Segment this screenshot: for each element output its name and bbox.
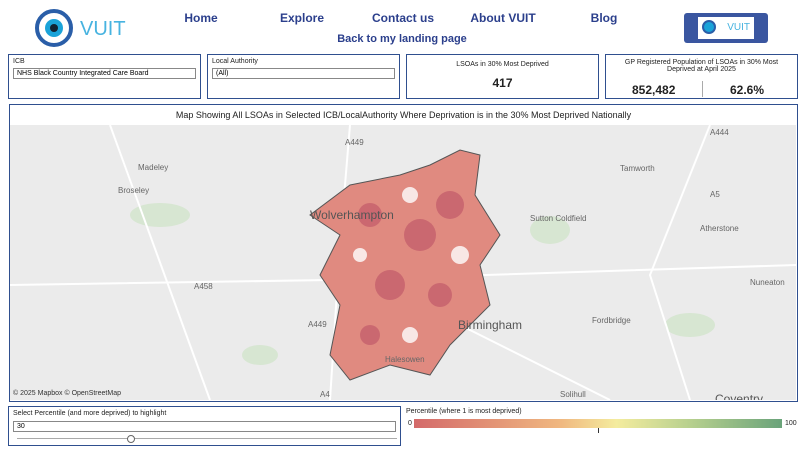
lsoa-kpi: LSOAs in 30% Most Deprived 417 bbox=[406, 54, 599, 99]
place-label: Birmingham bbox=[458, 318, 522, 332]
place-label: Atherstone bbox=[700, 224, 739, 233]
parks bbox=[130, 203, 715, 365]
place-label: A458 bbox=[194, 282, 213, 291]
non-deprived-areas bbox=[353, 187, 469, 343]
map-title: Map Showing All LSOAs in Selected ICB/Lo… bbox=[175, 110, 632, 120]
legend-bar bbox=[414, 419, 782, 428]
nav-link[interactable]: Contact us bbox=[371, 11, 435, 25]
map: A449 Madeley Broseley A458 A449 Wolverha… bbox=[10, 125, 796, 400]
nav-link[interactable]: Explore bbox=[279, 11, 325, 25]
nav-link[interactable]: Home bbox=[184, 11, 218, 25]
slider-panel: Select Percentile (and more deprived) to… bbox=[8, 406, 401, 446]
la-filter: Local Authority (All) bbox=[207, 54, 400, 99]
place-label: A444 bbox=[710, 128, 729, 137]
legend-min: 0 bbox=[408, 420, 412, 427]
kpi-value: 852,482 bbox=[632, 83, 676, 97]
place-label: Broseley bbox=[118, 186, 149, 195]
filter-label: ICB bbox=[13, 58, 25, 65]
legend-title: Percentile (where 1 is most deprived) bbox=[406, 408, 522, 415]
place-label: Nuneaton bbox=[750, 278, 785, 287]
badge-eye bbox=[702, 20, 716, 34]
place-label: Tamworth bbox=[620, 164, 655, 173]
nav-link[interactable]: About VUIT bbox=[470, 11, 536, 25]
deprived-areas bbox=[358, 191, 464, 345]
slider-input[interactable]: 30 bbox=[13, 421, 396, 432]
dropdown[interactable]: NHS Black Country Integrated Care Board bbox=[13, 68, 196, 79]
place-label: Coventry bbox=[715, 392, 763, 400]
brand: VUIT bbox=[80, 18, 126, 40]
filter-label: Local Authority bbox=[212, 58, 258, 65]
kpi-label: GP Registered Population of LSOAs in 30%… bbox=[624, 59, 779, 73]
slider-label: Select Percentile (and more deprived) to… bbox=[13, 410, 167, 417]
legend-max: 100 bbox=[785, 420, 797, 427]
kpi-value: 417 bbox=[492, 76, 513, 90]
slider-knob[interactable] bbox=[127, 435, 135, 443]
logo-ring bbox=[35, 9, 73, 47]
dropdown[interactable]: (All) bbox=[212, 68, 395, 79]
place-label: A5 bbox=[710, 190, 720, 199]
place-label: A449 bbox=[345, 138, 364, 147]
legend-tick bbox=[598, 428, 599, 433]
logo: VUIT bbox=[35, 9, 126, 47]
divider bbox=[702, 81, 703, 97]
slider-track bbox=[17, 438, 397, 439]
place-label: A4 bbox=[320, 390, 330, 399]
kpi-value: 62.6% bbox=[730, 83, 765, 97]
badge[interactable]: VUIT bbox=[684, 13, 768, 43]
logo-pupil bbox=[50, 24, 58, 32]
place-label: A449 bbox=[308, 320, 327, 329]
gp-kpi: GP Registered Population of LSOAs in 30%… bbox=[605, 54, 798, 99]
place-label: Halesowen bbox=[385, 355, 425, 364]
nav-link[interactable]: Blog bbox=[590, 11, 618, 25]
attribution: © 2025 Mapbox © OpenStreetMap bbox=[13, 389, 121, 397]
place-label: Fordbridge bbox=[592, 316, 631, 325]
back-link[interactable]: Back to my landing page bbox=[337, 33, 467, 45]
place-label: Solihull bbox=[560, 390, 586, 399]
map-panel: Map Showing All LSOAs in Selected ICB/Lo… bbox=[9, 104, 798, 402]
icb-filter: ICB NHS Black Country Integrated Care Bo… bbox=[8, 54, 201, 99]
place-label: Wolverhampton bbox=[310, 208, 394, 222]
place-label: Madeley bbox=[138, 163, 168, 172]
place-label: Sutton Coldfield bbox=[530, 214, 586, 223]
kpi-label: LSOAs in 30% Most Deprived bbox=[456, 61, 549, 68]
